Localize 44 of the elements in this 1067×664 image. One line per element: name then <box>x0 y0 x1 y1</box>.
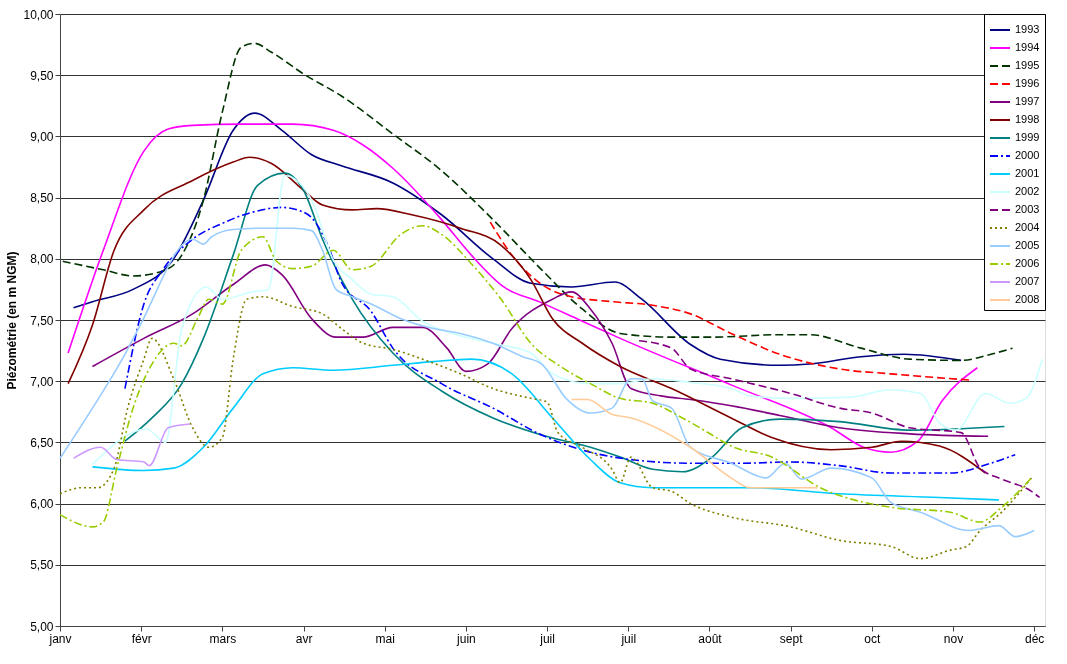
legend-label: 2002 <box>1015 185 1040 197</box>
legend-label: 1995 <box>1015 59 1040 71</box>
legend-label: 1994 <box>1015 41 1040 53</box>
y-tick-label: 8,50 <box>30 191 54 206</box>
legend-label: 2003 <box>1015 203 1040 215</box>
x-tick-label: janv <box>48 631 72 646</box>
y-tick-label: 7,50 <box>30 313 54 328</box>
x-tick-label: juin <box>456 631 476 646</box>
legend-label: 1999 <box>1015 131 1040 143</box>
legend-label: 2005 <box>1015 239 1040 251</box>
x-tick-label: mai <box>375 631 395 646</box>
legend-label: 2006 <box>1015 257 1040 269</box>
y-tick-label: 8,00 <box>30 252 54 267</box>
legend-label: 2004 <box>1015 221 1040 233</box>
x-tick-label: sept <box>779 631 804 646</box>
y-tick-label: 6,50 <box>30 435 54 450</box>
x-tick-label: févr <box>131 631 152 646</box>
x-tick-label: oct <box>864 631 881 646</box>
legend-label: 1993 <box>1015 23 1040 35</box>
x-tick-label: juil <box>620 631 637 646</box>
legend-label: 2000 <box>1015 149 1040 161</box>
x-tick-label: mars <box>209 631 237 646</box>
y-axis-title: Piézométrie (en m NGM) <box>5 251 20 390</box>
y-tick-label: 5,00 <box>30 619 54 634</box>
y-tick-label: 9,00 <box>30 129 54 144</box>
y-tick-label: 9,50 <box>30 68 54 83</box>
line-series <box>72 423 191 467</box>
y-tick-label: 5,50 <box>30 558 54 573</box>
legend-label: 2001 <box>1015 167 1040 179</box>
line-series <box>570 398 819 489</box>
legend-label: 1996 <box>1015 77 1040 89</box>
x-tick-label: juil <box>539 631 555 646</box>
y-tick-label: 6,00 <box>30 497 54 512</box>
legend-label: 2007 <box>1015 275 1040 287</box>
y-tick-label: 7,00 <box>30 374 54 389</box>
legend-label: 1998 <box>1015 113 1040 125</box>
x-tick-label: nov <box>943 631 964 646</box>
legend-label: 1997 <box>1015 95 1040 107</box>
x-tick-label: avr <box>295 631 313 646</box>
x-tick-label: déc <box>1025 631 1045 646</box>
y-tick-label: 10,00 <box>23 7 54 22</box>
line-series <box>489 221 971 381</box>
legend-label: 2008 <box>1015 293 1040 305</box>
x-tick-label: août <box>698 631 723 646</box>
